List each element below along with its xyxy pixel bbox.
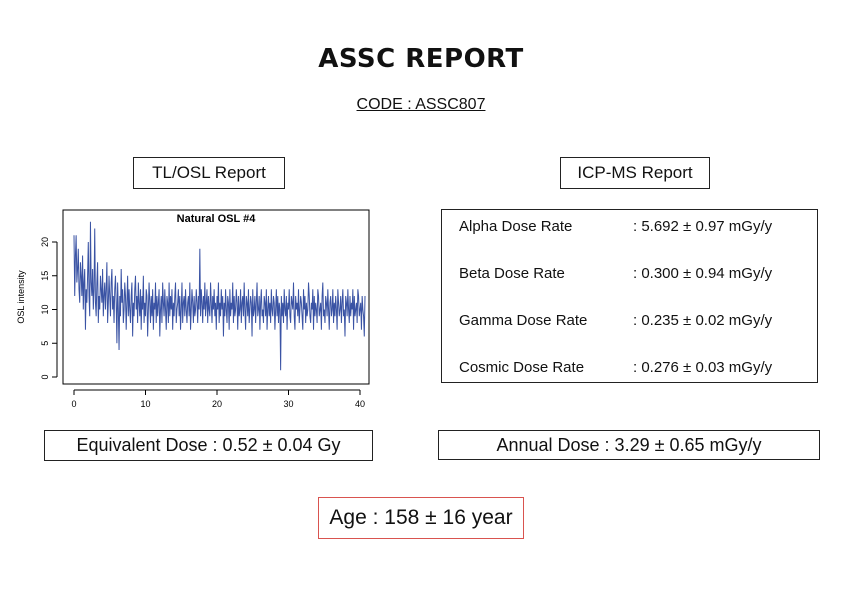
y-tick-label: 0 [40, 374, 50, 379]
annual-dose-box: Annual Dose : 3.29 ± 0.65 mGy/y [438, 430, 820, 460]
x-tick-label: 10 [140, 399, 150, 409]
cosmic-dose-rate-label: Cosmic Dose Rate [459, 359, 585, 376]
report-title: ASSC REPORT [318, 44, 524, 74]
gamma-dose-rate-label: Gamma Dose Rate [459, 312, 588, 329]
chart-title: Natural OSL #4 [177, 213, 257, 225]
y-axis-label: OSL intensity [16, 270, 26, 324]
x-tick-label: 30 [283, 399, 293, 409]
y-tick-label: 15 [40, 271, 50, 281]
dose-rates-panel: Alpha Dose Rate : 5.692 ± 0.97 mGy/y Bet… [441, 209, 818, 383]
cosmic-dose-rate-value: : 0.276 ± 0.03 mGy/y [633, 359, 773, 376]
gamma-dose-rate-value: : 0.235 ± 0.02 mGy/y [633, 312, 773, 329]
x-tick-label: 20 [212, 399, 222, 409]
report-code: CODE : ASSC807 [356, 96, 486, 113]
x-tick-label: 40 [355, 399, 365, 409]
beta-dose-rate-label: Beta Dose Rate [459, 265, 565, 282]
tl-osl-report-label: TL/OSL Report [133, 157, 285, 189]
plot-frame [62, 209, 370, 385]
osl-series-line [73, 221, 366, 371]
age-result-box: Age : 158 ± 16 year [318, 497, 524, 539]
osl-chart: Natural OSL #4 0 10 20 30 40 0 5 10 15 20 OSL inten… [16, 209, 370, 409]
y-tick-label: 10 [40, 304, 50, 314]
equivalent-dose-box: Equivalent Dose : 0.52 ± 0.04 Gy [44, 430, 373, 461]
alpha-dose-rate-label: Alpha Dose Rate [459, 218, 573, 235]
x-tick-label: 0 [71, 399, 76, 409]
y-tick-label: 5 [40, 341, 50, 346]
alpha-dose-rate-value: : 5.692 ± 0.97 mGy/y [633, 218, 773, 235]
beta-dose-rate-value: : 0.300 ± 0.94 mGy/y [633, 265, 773, 282]
y-tick-label: 20 [40, 237, 50, 247]
icp-ms-report-label: ICP-MS Report [560, 157, 710, 189]
